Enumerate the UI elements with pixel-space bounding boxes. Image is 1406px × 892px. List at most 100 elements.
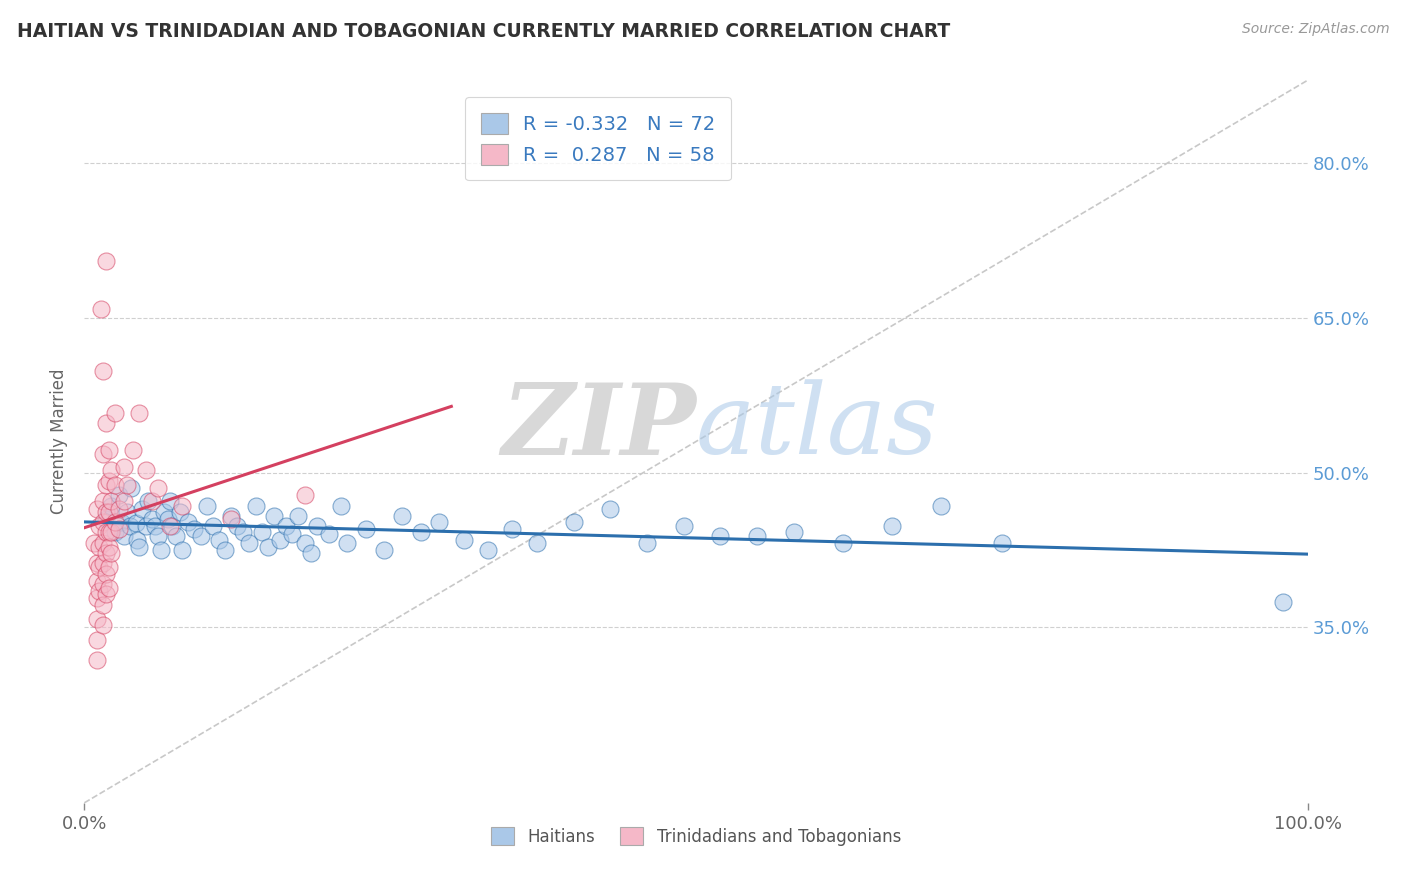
Point [97,560,120,574]
Point [141,494,163,508]
Text: Source: ZipAtlas.com: Source: ZipAtlas.com [1241,22,1389,37]
Point [91,364,114,378]
Point [330,499,353,513]
Point [97,525,120,540]
Point [135,519,157,533]
Point [96,416,118,430]
Point [86,574,108,588]
Point [208,533,231,547]
Point [502,522,524,536]
Point [190,529,212,543]
Point [100,463,122,477]
Point [195,499,218,513]
Point [100,494,122,508]
Point [427,515,450,529]
Point [86,653,108,667]
Point [86,501,108,516]
Point [90,302,112,317]
Point [562,515,585,529]
Point [91,515,114,529]
Point [183,522,205,536]
Point [219,508,242,523]
Point [281,527,304,541]
Point [169,505,191,519]
Point [100,499,122,513]
Point [91,598,114,612]
Point [112,494,135,508]
Point [287,508,309,523]
Point [477,542,499,557]
Point [87,519,110,533]
Point [305,519,328,533]
Point [131,501,153,516]
Point [91,447,114,461]
Point [219,512,242,526]
Point [141,512,163,526]
Point [115,478,138,492]
Point [86,612,108,626]
Point [336,535,359,549]
Point [107,501,129,516]
Point [104,515,127,529]
Point [599,501,621,516]
Point [159,519,181,533]
Text: HAITIAN VS TRINIDADIAN AND TOBAGONIAN CURRENTLY MARRIED CORRELATION CHART: HAITIAN VS TRINIDADIAN AND TOBAGONIAN CU… [17,22,950,41]
Point [250,525,273,540]
Point [146,481,169,495]
Point [318,527,340,541]
Point [263,508,285,523]
Point [96,512,118,526]
Point [159,494,181,508]
Point [96,566,118,581]
Point [86,591,108,606]
Point [391,508,413,523]
Point [128,540,150,554]
Point [97,540,120,554]
Point [87,540,110,554]
Point [153,505,176,519]
Point [107,488,129,502]
Point [156,512,179,526]
Point [104,478,127,492]
Point [125,533,148,547]
Point [86,557,108,571]
Point [226,519,249,533]
Point [83,535,105,549]
Point [143,519,166,533]
Point [135,463,157,477]
Point [929,499,952,513]
Point [87,560,110,574]
Point [97,505,120,519]
Point [354,522,377,536]
Point [96,253,118,268]
Point [245,499,267,513]
Point [96,546,118,560]
Text: ZIP: ZIP [501,379,696,475]
Point [238,535,260,549]
Point [112,460,135,475]
Point [294,488,316,502]
Point [409,525,432,540]
Point [96,525,118,540]
Point [115,505,138,519]
Point [294,535,316,549]
Point [120,481,142,495]
Point [122,442,145,457]
Point [104,406,127,420]
Point [1272,594,1295,608]
Legend: Haitians, Trinidadians and Tobagonians: Haitians, Trinidadians and Tobagonians [484,821,908,852]
Point [136,494,159,508]
Point [112,529,135,543]
Point [87,584,110,599]
Point [232,525,254,540]
Point [96,478,118,492]
Point [177,515,200,529]
Text: atlas: atlas [696,379,939,475]
Point [709,529,731,543]
Point [299,546,322,560]
Point [172,499,194,513]
Point [96,587,118,601]
Point [214,542,236,557]
Point [991,535,1014,549]
Point [91,618,114,632]
